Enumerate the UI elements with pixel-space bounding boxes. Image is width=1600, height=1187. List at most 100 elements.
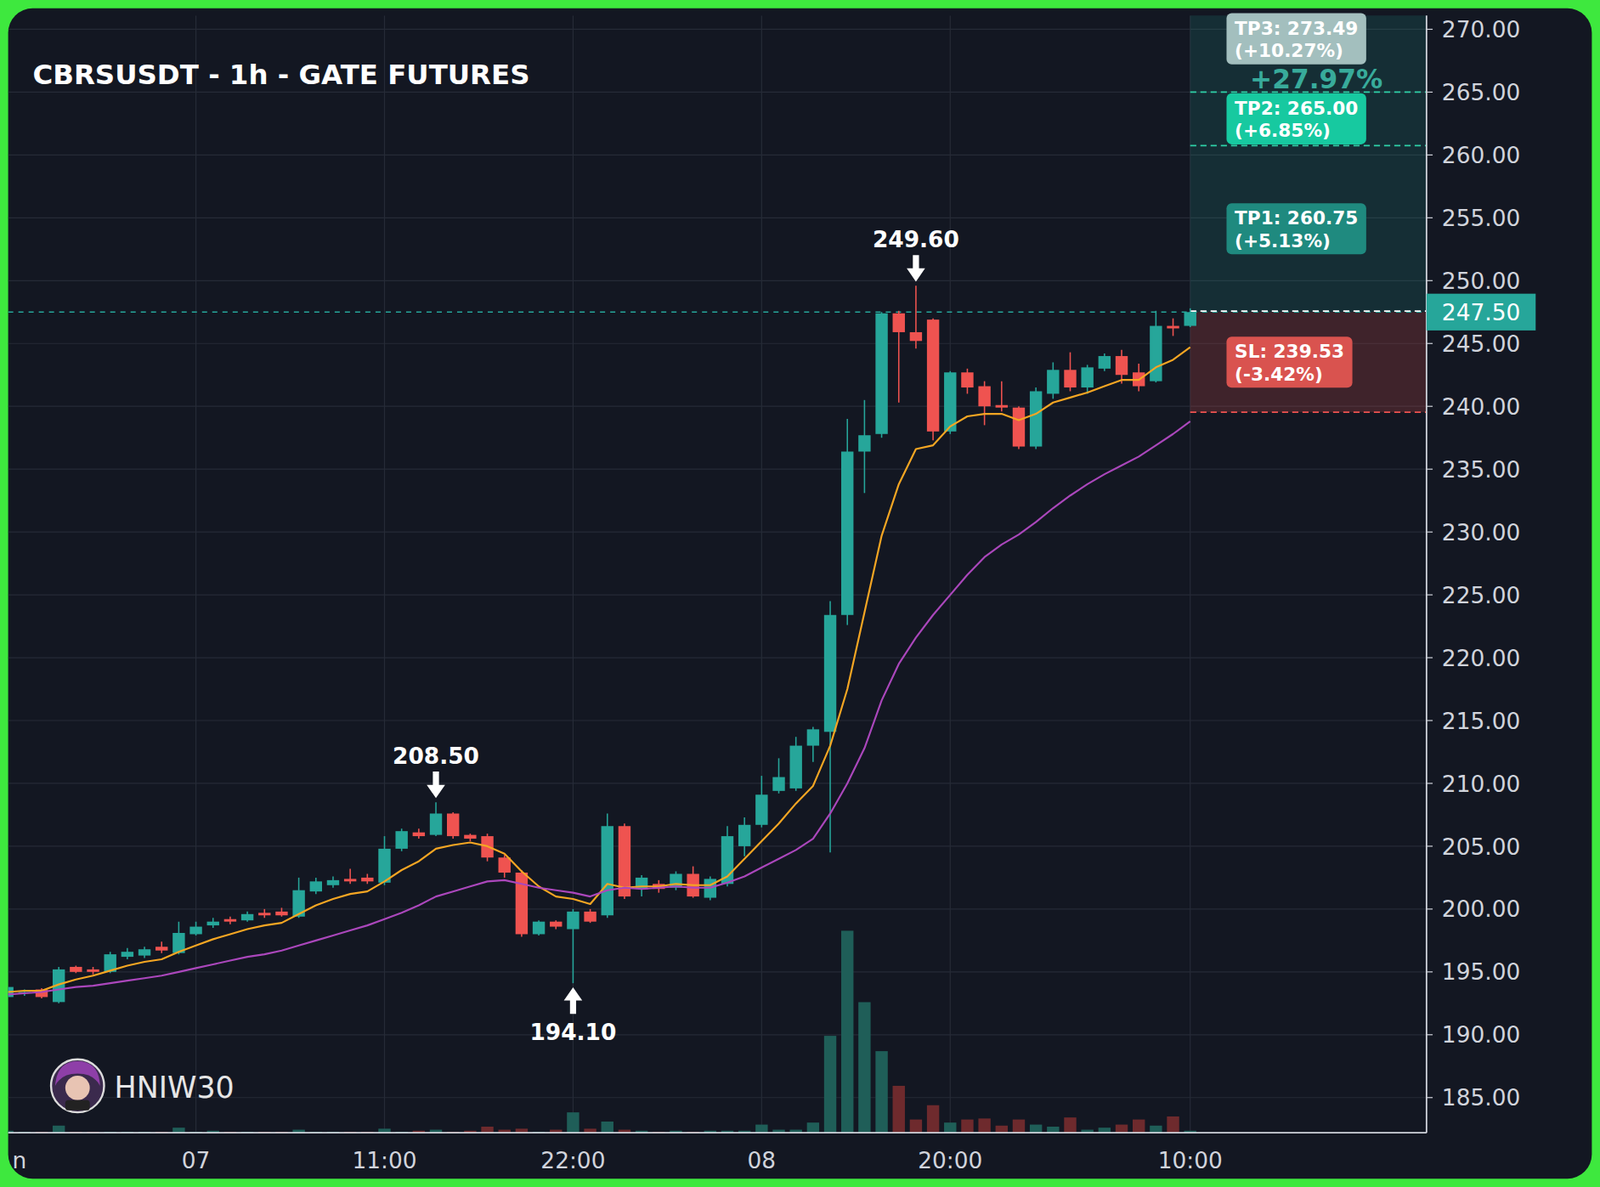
label-text: SL: 239.53 <box>1234 340 1345 362</box>
annotation: 249.60 <box>872 226 960 283</box>
candle-body <box>1166 326 1179 329</box>
candle-body <box>258 912 271 916</box>
tick-mark <box>1426 845 1433 847</box>
volume-bar <box>1166 1116 1179 1133</box>
tick-mark <box>1426 593 1433 595</box>
candle-body <box>344 878 357 882</box>
candle-body <box>241 914 254 921</box>
ma-line <box>8 421 1191 995</box>
candle-body <box>446 813 459 837</box>
candle-body <box>224 919 237 922</box>
annotation-arrow <box>426 771 446 798</box>
tick-mark <box>1426 1034 1433 1035</box>
candle-body <box>189 927 202 935</box>
tick-mark <box>1426 280 1433 282</box>
label-change: (+6.85%) <box>1234 119 1331 142</box>
candle-body <box>429 813 442 835</box>
chart: 185.00190.00195.00200.00205.00210.00215.… <box>0 0 1600 1187</box>
volume-bar <box>52 1125 65 1133</box>
volume-bar <box>978 1118 990 1133</box>
candle-body <box>69 966 82 973</box>
label-box <box>1226 93 1366 145</box>
annotation: 208.50 <box>392 742 480 799</box>
loss-zone <box>1190 311 1427 413</box>
label-text: TP1: 260.75 <box>1234 207 1358 229</box>
candle-body <box>121 951 134 957</box>
candle-body <box>841 451 854 615</box>
candle-body <box>755 794 768 825</box>
candle-wick <box>349 869 351 885</box>
avatar-shirt <box>65 1100 91 1111</box>
volume-bar <box>961 1119 973 1134</box>
y-tick-label: 185.00 <box>1441 1084 1521 1111</box>
y-tick-label: 225.00 <box>1441 582 1521 609</box>
y-tick-label: 200.00 <box>1441 895 1521 922</box>
volume-bar <box>841 930 854 1133</box>
grid-line <box>8 845 1427 847</box>
y-tick-label: 245.00 <box>1441 330 1521 357</box>
candle-body <box>1149 326 1162 382</box>
candle-body <box>1115 356 1128 375</box>
stop-line <box>1190 411 1427 413</box>
volume-bar <box>1046 1126 1059 1133</box>
grid-line <box>8 908 1427 910</box>
volume-bar <box>1115 1125 1128 1134</box>
y-tick-label: 220.00 <box>1441 644 1521 672</box>
x-tick-label: 10:00 <box>1158 1147 1223 1174</box>
volume-bar <box>1132 1119 1145 1134</box>
avatar-face <box>65 1075 91 1101</box>
y-tick-label: 205.00 <box>1441 833 1521 860</box>
candle-body <box>944 372 956 432</box>
tick-mark <box>1426 154 1433 156</box>
candle-body <box>463 835 476 839</box>
annotation-text: 194.10 <box>529 1018 617 1046</box>
x-tick-label: n <box>11 1147 27 1174</box>
grid-line <box>8 469 1427 470</box>
grid-line <box>8 593 1427 595</box>
grid-line <box>949 15 951 1133</box>
y-tick-label: 210.00 <box>1441 770 1521 798</box>
volume-bar <box>480 1126 493 1133</box>
price-label: 247.50 <box>1441 299 1521 326</box>
grid-line <box>761 15 763 1133</box>
grid-line <box>8 1034 1427 1035</box>
y-tick-label: 230.00 <box>1441 519 1521 546</box>
grid-line <box>8 91 1427 93</box>
candle-body <box>1080 367 1093 388</box>
grid-line <box>8 531 1427 533</box>
volume-bar <box>875 1051 888 1133</box>
candle-body <box>566 911 579 930</box>
annotation-text: 208.50 <box>392 742 480 769</box>
tick-mark <box>1426 217 1433 219</box>
tick-mark <box>1426 1096 1433 1098</box>
volume-bar <box>1012 1119 1025 1134</box>
candle-body <box>310 881 323 892</box>
position-label: TP2: 265.00(+6.85%) <box>1226 93 1366 145</box>
candle-body <box>1184 311 1197 326</box>
candle-body <box>1046 369 1059 394</box>
volume-bar <box>927 1105 939 1133</box>
candle-body <box>601 825 614 916</box>
volume-bar <box>995 1125 1008 1133</box>
candle-body <box>155 946 168 950</box>
candle-body <box>910 332 922 341</box>
reward-label: +27.97% <box>1249 63 1383 95</box>
position-label: TP1: 260.75(+5.13%) <box>1226 203 1366 255</box>
y-tick-label: 235.00 <box>1441 456 1521 483</box>
candle-body <box>927 319 939 432</box>
y-axis-line <box>1425 15 1428 1133</box>
y-tick-label: 270.00 <box>1441 16 1521 43</box>
tick-mark <box>1426 469 1433 470</box>
x-axis-line <box>8 1131 1427 1134</box>
tick-mark <box>1426 531 1433 533</box>
annotation: 194.10 <box>529 987 617 1046</box>
candle-body <box>207 921 220 926</box>
ma-line <box>8 347 1191 993</box>
tick-mark <box>1426 343 1433 345</box>
candle-body <box>738 825 751 847</box>
grid-line <box>8 971 1427 973</box>
candle-body <box>515 872 528 934</box>
label-box <box>1226 203 1366 255</box>
tick-mark <box>1426 719 1433 721</box>
candle-body <box>978 386 990 408</box>
